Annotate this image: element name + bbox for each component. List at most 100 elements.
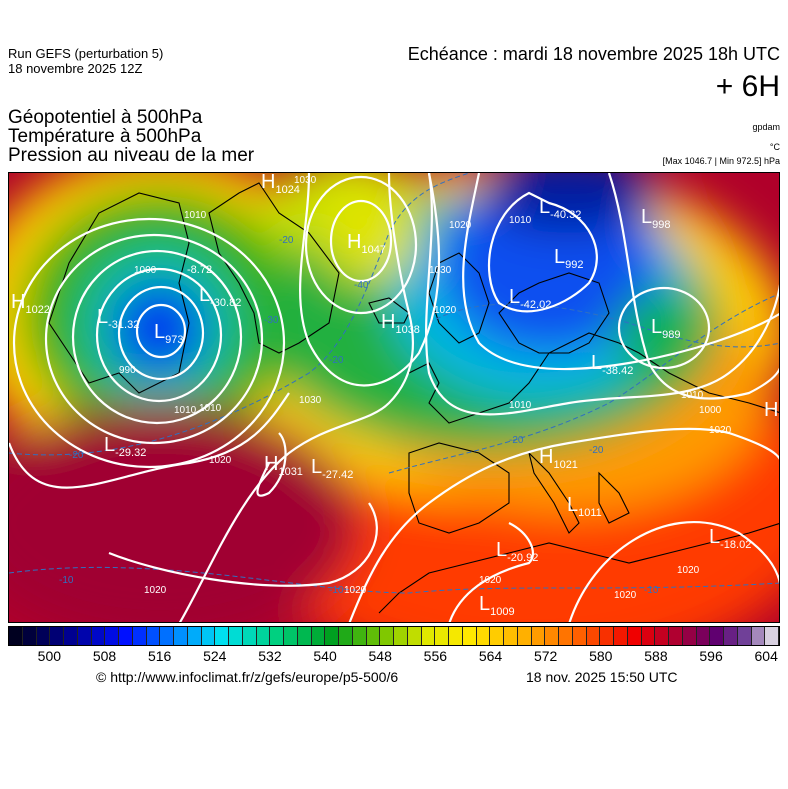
isobar bbox=[44, 233, 264, 445]
colorbar-cell bbox=[22, 627, 37, 645]
colorbar-cell bbox=[627, 627, 642, 645]
isobar-label: 1020 bbox=[614, 590, 637, 601]
isotherm-label: -20 bbox=[279, 235, 294, 246]
pressure-center-label: L-27.42 bbox=[311, 456, 353, 481]
isotherm-label: -20 bbox=[509, 435, 524, 446]
isobar-label: 1020 bbox=[434, 305, 457, 316]
colorbar-cell bbox=[737, 627, 752, 645]
colorbar-cell bbox=[696, 627, 711, 645]
isobar-label: 1030 bbox=[294, 175, 317, 186]
isotherm-label: -20 bbox=[69, 450, 84, 461]
isotherm-label: -30 bbox=[264, 315, 279, 326]
colorbar-cell bbox=[366, 627, 381, 645]
isobar-label: 990 bbox=[119, 365, 136, 376]
colorbar-tick: 604 bbox=[754, 648, 778, 664]
colorbar-cell bbox=[174, 627, 188, 645]
isobar-label: 1020 bbox=[144, 585, 167, 596]
colorbar-cell bbox=[614, 627, 628, 645]
colorbar-cell bbox=[160, 627, 174, 645]
isobar bbox=[71, 249, 243, 425]
colorbar-tick: 524 bbox=[203, 648, 227, 664]
isobar bbox=[135, 303, 187, 359]
colorbar-cell bbox=[105, 627, 119, 645]
run-name: Run GEFS (perturbation 5) bbox=[8, 46, 164, 61]
colorbar-cell bbox=[270, 627, 284, 645]
isobar-label: 1010 bbox=[199, 403, 222, 414]
colorbar-cell bbox=[146, 627, 161, 645]
pressure-center-label: L1009 bbox=[479, 593, 515, 618]
colorbar-cell bbox=[9, 627, 23, 645]
colorbar-cell bbox=[215, 627, 229, 645]
colorbar-tick: 500 bbox=[37, 648, 62, 664]
colorbar-cell bbox=[682, 627, 697, 645]
isobar-label: 1010 bbox=[509, 400, 532, 411]
isobar-label: 1000 bbox=[134, 265, 157, 276]
colorbar-cell bbox=[242, 627, 257, 645]
colorbar-cell bbox=[325, 627, 339, 645]
pressure-center-label: L-40.32 bbox=[539, 196, 581, 221]
pressure-center-label: L-29.32 bbox=[104, 434, 146, 459]
colorbar-cell bbox=[256, 627, 271, 645]
colorbar-cell bbox=[284, 627, 298, 645]
pressure-center-label: L-31.32 bbox=[97, 306, 139, 331]
isotherm-label: -10 bbox=[59, 575, 74, 586]
colorbar-cell bbox=[36, 627, 51, 645]
isobar bbox=[9, 392, 290, 489]
isobar bbox=[329, 199, 393, 283]
pressure-center-label: L-42.02 bbox=[509, 286, 551, 311]
isobar bbox=[348, 427, 779, 622]
colorbar-cell bbox=[655, 627, 669, 645]
field-list: Géopotentiel à 500hPa Température à 500h… bbox=[8, 108, 254, 165]
colorbar-cell bbox=[476, 627, 491, 645]
lead-time: + 6H bbox=[715, 70, 780, 103]
run-date: 18 novembre 2025 12Z bbox=[8, 61, 143, 76]
pressure-centers: H1022 L973 L-31.32 L-30.82 -8.72 L-29.32 H1024… bbox=[11, 173, 778, 618]
isotherm-label: -20 bbox=[589, 445, 604, 456]
isobar-label: 1010 bbox=[509, 215, 532, 226]
colorbar-cell bbox=[724, 627, 738, 645]
pressure-center-label: H1047 bbox=[347, 231, 386, 256]
pressure-center-label: L973 bbox=[154, 321, 183, 346]
colorbar-tick: 588 bbox=[644, 648, 668, 664]
pressure-center-label: L-18.02 bbox=[709, 526, 751, 551]
isobar bbox=[304, 175, 418, 315]
colorbar-tick: 596 bbox=[699, 648, 723, 664]
colorbar-cell bbox=[765, 627, 779, 645]
isobar-label: 1020 bbox=[344, 585, 367, 596]
isotherm-label: -40 bbox=[354, 280, 369, 291]
isobar bbox=[95, 267, 223, 403]
field-pressure: Pression au niveau de la mer bbox=[8, 145, 255, 166]
colorbar-cell bbox=[394, 627, 408, 645]
pressure-center-label: L-20.92 bbox=[496, 539, 538, 564]
colorbar-cell bbox=[50, 627, 64, 645]
pressure-center-label: H1022 bbox=[11, 291, 50, 316]
field-geopotential: Géopotentiel à 500hPa bbox=[8, 107, 203, 128]
colorbar-ticks: 500 508 516 524 532 540 548 556 564 572 580 588 596 6… bbox=[0, 648, 788, 668]
isobar bbox=[462, 173, 779, 371]
pressure-center-label: L1011 bbox=[567, 494, 602, 519]
isotherms bbox=[9, 173, 779, 594]
colorbar-cell bbox=[64, 627, 78, 645]
colorbar-tick: 580 bbox=[589, 648, 613, 664]
colorbar-cell bbox=[77, 627, 92, 645]
pressure-center-label: H bbox=[764, 399, 778, 421]
colorbar bbox=[8, 626, 780, 646]
colorbar-cell bbox=[462, 627, 477, 645]
isotherm-label: -10 bbox=[329, 585, 344, 596]
colorbar-cell bbox=[751, 627, 766, 645]
colorbar-cell bbox=[449, 627, 463, 645]
colorbar-tick: 564 bbox=[478, 648, 503, 664]
colorbar-cell bbox=[91, 627, 106, 645]
colorbar-tick: 516 bbox=[147, 648, 172, 664]
pressure-center-label: L-30.82 bbox=[199, 284, 241, 309]
colorbar-tick: 508 bbox=[92, 648, 117, 664]
generation-time: 18 nov. 2025 15:50 UTC bbox=[526, 669, 678, 685]
isobar-label: 1020 bbox=[677, 565, 700, 576]
source-credit: © http://www.infoclimat.fr/z/gefs/europe… bbox=[96, 669, 399, 685]
coastlines bbox=[48, 182, 779, 614]
colorbar-cell bbox=[187, 627, 202, 645]
geopotential-field bbox=[9, 173, 779, 622]
unit-geopotential: gpdam bbox=[752, 122, 780, 132]
pressure-center-label: L989 bbox=[651, 316, 680, 341]
